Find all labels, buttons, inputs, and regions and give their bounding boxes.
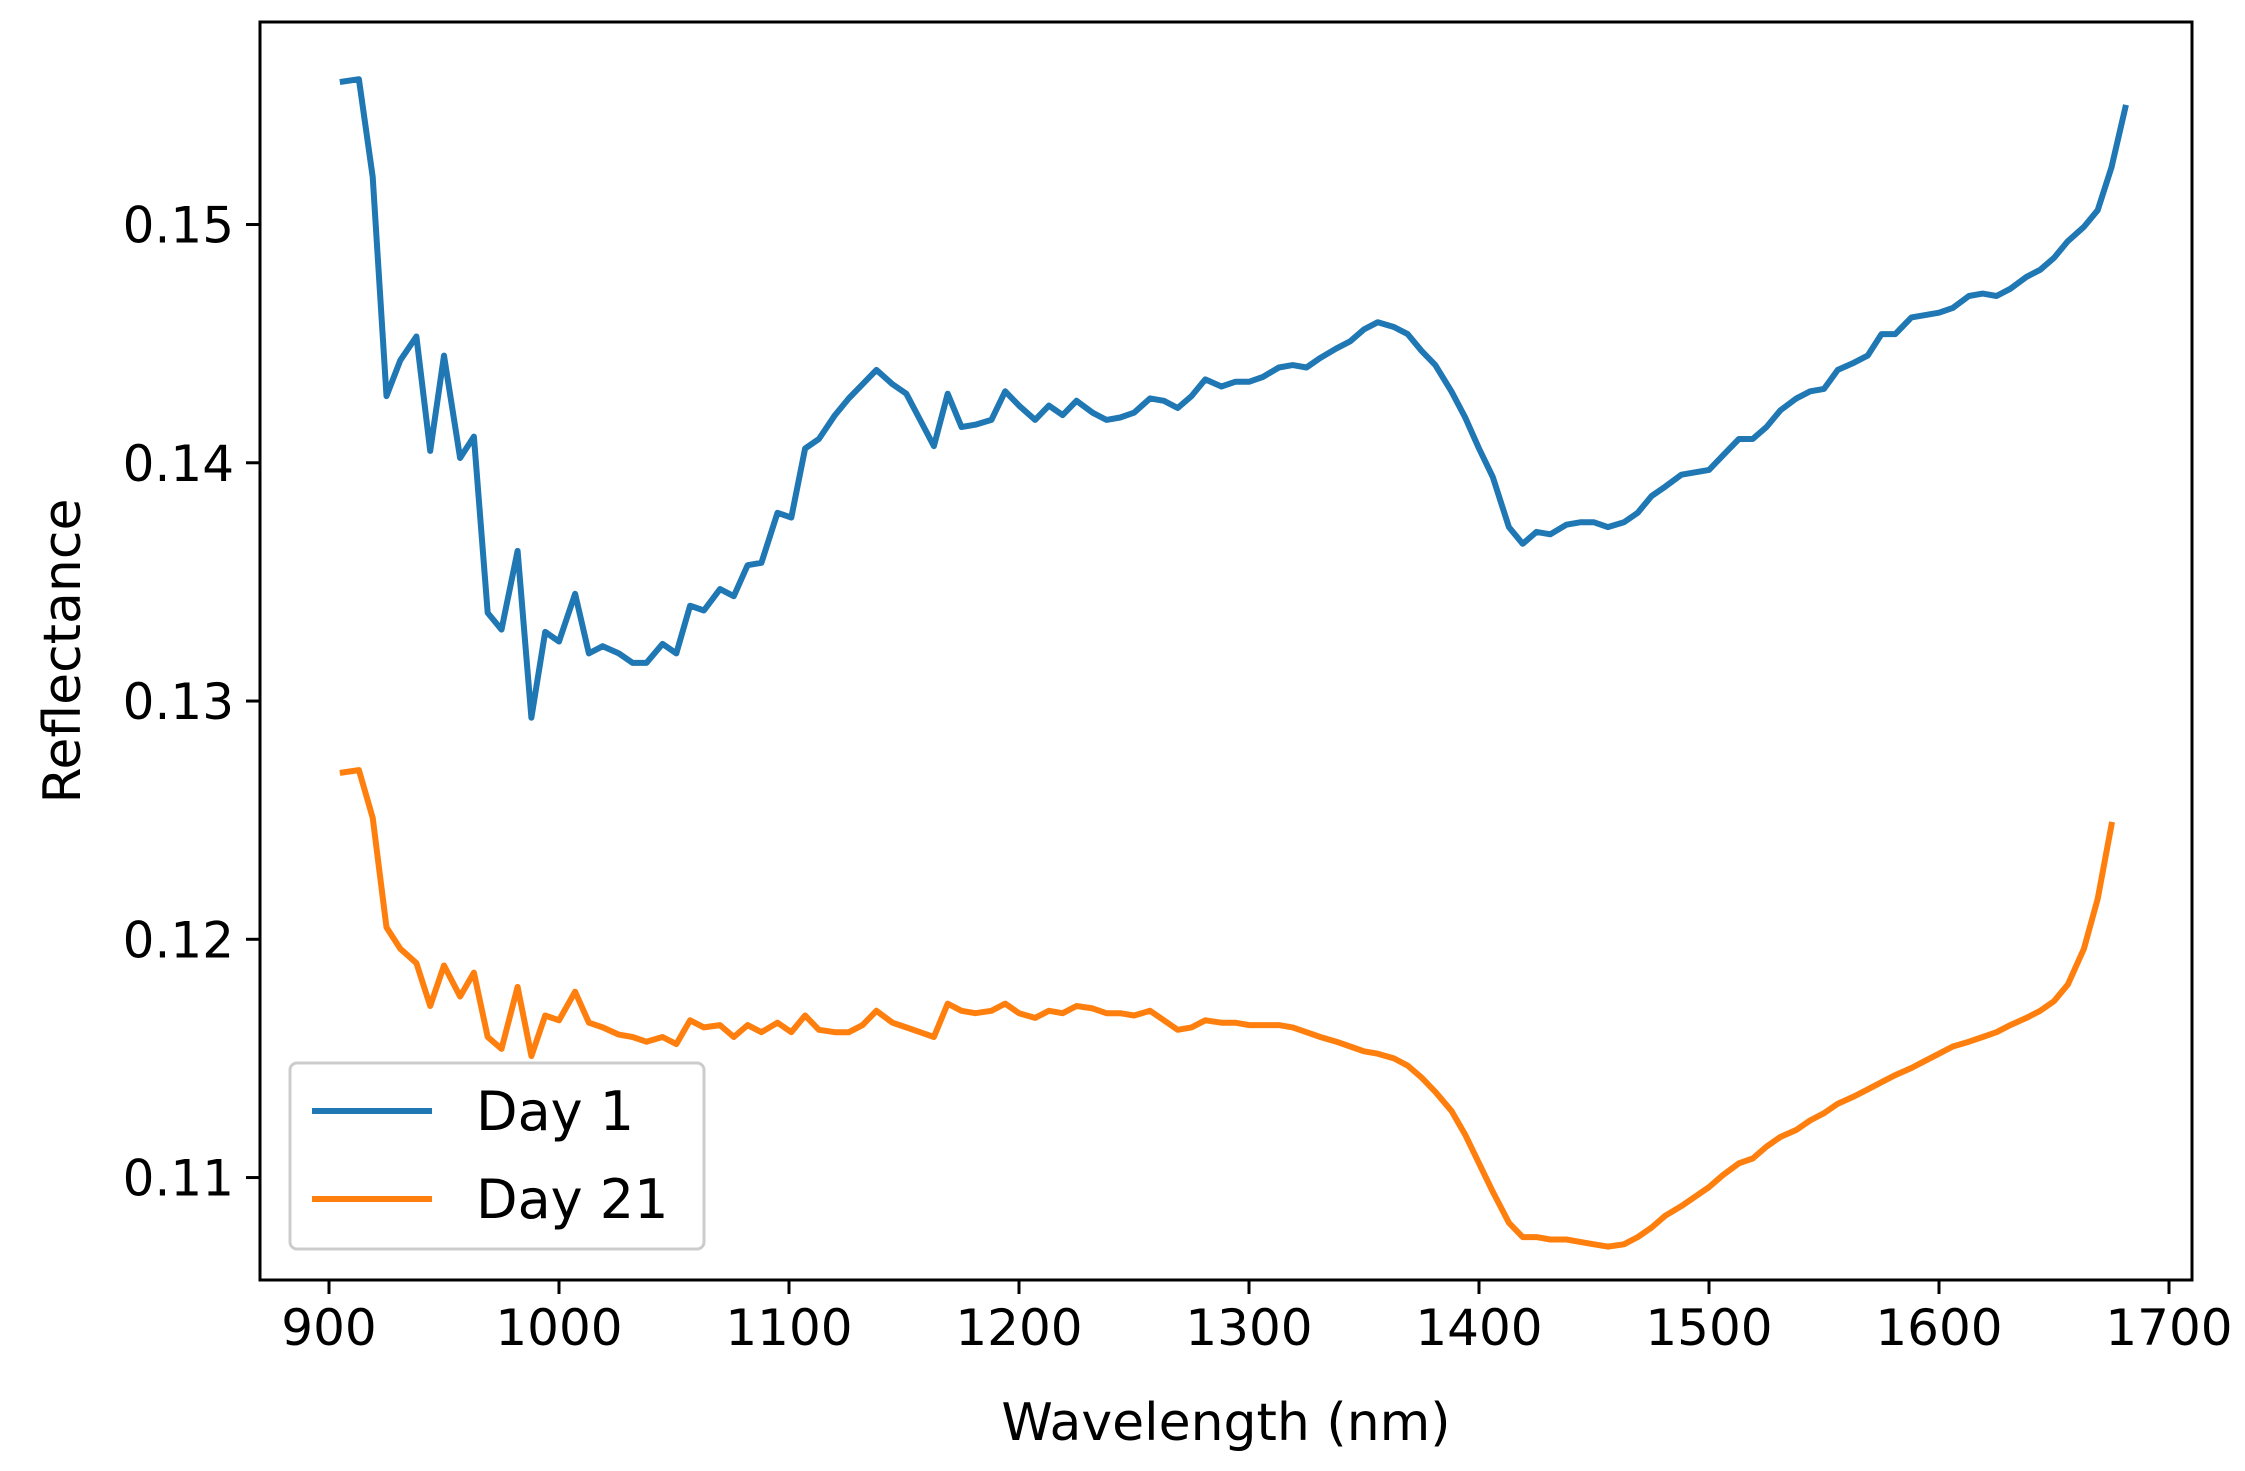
x-tick-label: 1500 [1645, 1299, 1772, 1357]
y-axis-label: Reflectance [33, 499, 93, 804]
y-tick-label: 0.13 [123, 673, 234, 731]
y-axis: 0.11 0.12 0.13 0.14 0.15 [123, 197, 260, 1208]
x-tick-label: 1300 [1185, 1299, 1312, 1357]
x-axis: 900 1000 1100 1200 1300 1400 1500 1600 1700 [281, 1280, 2233, 1357]
plot-area-frame [258, 20, 2194, 1282]
x-tick-label: 1200 [955, 1299, 1082, 1357]
y-tick-label: 0.14 [123, 435, 234, 493]
legend-label-2: Day 21 [476, 1168, 669, 1231]
x-axis-label: Wavelength (nm) [1001, 1393, 1450, 1453]
x-tick-label: 1000 [495, 1299, 622, 1357]
x-tick-label: 1400 [1415, 1299, 1542, 1357]
x-tick-label: 1600 [1875, 1299, 2002, 1357]
legend: Day 1 Day 21 [288, 1061, 706, 1251]
x-tick-label: 1100 [725, 1299, 852, 1357]
y-tick-label: 0.15 [123, 197, 234, 255]
x-tick-label: 900 [281, 1299, 376, 1357]
series-line-1 [339, 76, 2129, 721]
y-tick-label: 0.12 [123, 911, 234, 969]
y-tick-label: 0.11 [123, 1150, 234, 1208]
legend-label-1: Day 1 [476, 1080, 634, 1143]
series-layer [339, 76, 2129, 1250]
x-tick-label: 1700 [2105, 1299, 2232, 1357]
series-line-2 [339, 767, 2115, 1250]
